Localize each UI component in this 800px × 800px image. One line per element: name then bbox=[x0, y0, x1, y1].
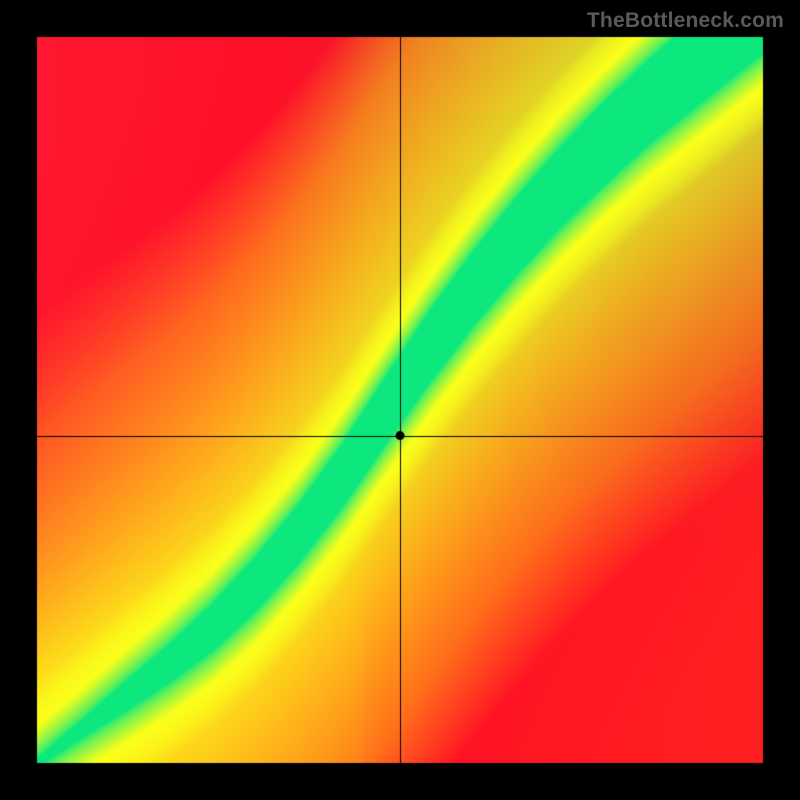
bottleneck-heatmap bbox=[0, 0, 800, 800]
watermark-text: TheBottleneck.com bbox=[587, 9, 784, 33]
